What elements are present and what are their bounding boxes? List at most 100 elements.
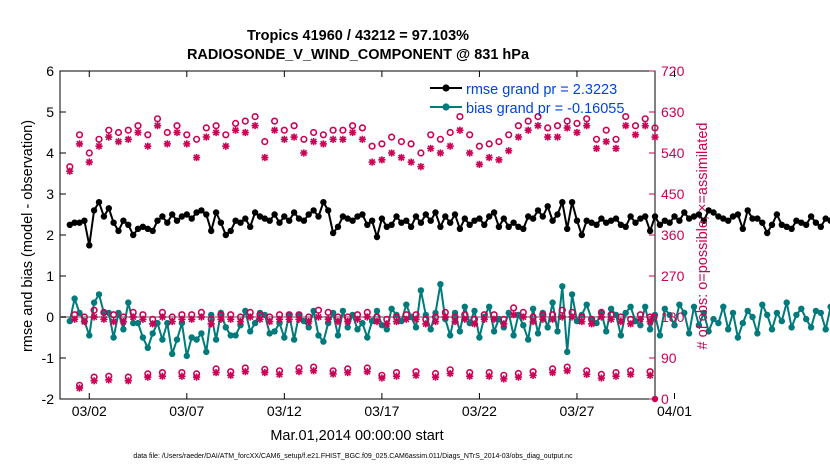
- rmse-point: [178, 213, 186, 220]
- rmse-point: [715, 213, 722, 220]
- obs-possible-marker: [495, 138, 503, 146]
- asterisk-stroke: [495, 156, 503, 164]
- bias-point: [827, 303, 830, 310]
- obs-assimilated-marker: [324, 315, 332, 323]
- obs-possible-marker: [183, 131, 191, 139]
- rmse-point: [144, 225, 151, 232]
- rmse-point: [788, 225, 795, 232]
- asterisk-stroke: [437, 149, 444, 157]
- obs-assimilated-marker: [124, 135, 132, 143]
- obs-assimilated-marker: [466, 372, 474, 380]
- asterisk-stroke: [207, 320, 215, 328]
- rmse-point: [261, 215, 268, 222]
- asterisk-stroke: [485, 372, 493, 380]
- rmse-point: [817, 223, 824, 230]
- bias-point: [315, 332, 322, 339]
- obs-assimilated-marker: [456, 126, 464, 134]
- asterisk-stroke: [442, 313, 449, 321]
- obs-possible-marker: [90, 306, 98, 314]
- bias-point: [247, 328, 254, 335]
- x-axis: 03/02 03/07 03/12 03/17 03/22 03/27 04/0…: [72, 71, 692, 419]
- rmse-point: [729, 213, 737, 220]
- rmse-point: [217, 219, 225, 226]
- asterisk-stroke: [466, 149, 473, 157]
- asterisk-stroke: [500, 320, 508, 328]
- rmse-point: [120, 217, 127, 224]
- asterisk-stroke: [242, 129, 249, 136]
- bias-point: [183, 352, 190, 360]
- y-axis-left: -2 -1 0 1 2 3 4 5 6: [42, 63, 66, 407]
- obs-assimilated-marker: [388, 149, 396, 157]
- bias-point: [793, 311, 800, 319]
- obs-possible-marker: [329, 126, 337, 134]
- y-tick-label: -1: [42, 350, 55, 366]
- rmse-point: [100, 213, 108, 220]
- rmse-point: [593, 221, 600, 228]
- asterisk-stroke: [529, 372, 537, 379]
- rmse-point: [290, 209, 298, 216]
- obs-possible-marker: [641, 115, 649, 123]
- obs-assimilated-marker: [412, 315, 420, 323]
- y-right-tick-label: 450: [661, 186, 685, 202]
- rmse-point: [451, 211, 459, 218]
- obs-possible-marker: [144, 131, 152, 139]
- obs-assimilated-marker: [217, 315, 225, 323]
- obs-possible-marker: [114, 128, 123, 137]
- y-tick-label: 3: [46, 186, 54, 202]
- obs-assimilated-marker: [212, 128, 220, 137]
- rmse-point: [393, 213, 400, 220]
- obs-assimilated-marker: [75, 140, 84, 148]
- bias-point: [617, 332, 625, 339]
- obs-assimilated-marker: [353, 315, 362, 323]
- bias-point: [378, 322, 386, 329]
- asterisk-stroke: [173, 129, 181, 136]
- obs-assimilated-marker: [75, 384, 84, 392]
- bias-point: [388, 305, 395, 312]
- rmse-point: [807, 213, 815, 220]
- asterisk-stroke: [432, 318, 439, 325]
- asterisk-stroke: [203, 133, 210, 141]
- obs-possible-marker: [232, 119, 240, 127]
- obs-assimilated-marker: [627, 320, 635, 328]
- rmse-point: [325, 207, 332, 214]
- obs-assimilated-marker: [344, 368, 352, 377]
- asterisk-stroke: [85, 158, 93, 166]
- obs-assimilated-marker: [597, 374, 605, 382]
- asterisk-stroke: [534, 122, 542, 129]
- obs-possible-marker: [358, 124, 367, 132]
- rmse-point: [661, 217, 668, 224]
- asterisk-stroke: [446, 370, 454, 377]
- obs-possible-marker: [631, 122, 640, 130]
- obs-assimilated-marker: [436, 149, 445, 157]
- bias-point: [456, 328, 464, 335]
- asterisk-stroke: [129, 313, 137, 321]
- asterisk-stroke: [612, 145, 620, 152]
- rmse-point: [271, 211, 278, 218]
- obs-assimilated-marker: [251, 122, 259, 130]
- rmse-point: [339, 213, 347, 220]
- obs-assimilated-marker: [144, 373, 152, 381]
- asterisk-stroke: [76, 384, 83, 392]
- rmse-point: [622, 223, 629, 230]
- obs-possible-marker: [602, 126, 610, 134]
- bias-point: [86, 332, 93, 339]
- obs-possible-marker: [134, 122, 142, 130]
- bias-point: [486, 303, 493, 310]
- legend-bias-label: bias grand pr = -0.16055: [466, 101, 624, 117]
- asterisk-stroke: [290, 133, 298, 141]
- obs-assimilated-marker: [158, 372, 167, 380]
- rmse-point: [754, 215, 761, 222]
- obs-assimilated-marker: [183, 140, 191, 148]
- obs-possible-marker: [109, 311, 118, 319]
- bias-point: [822, 326, 829, 333]
- bias-point: [188, 334, 195, 341]
- asterisk-stroke: [295, 368, 303, 375]
- obs-possible-marker: [544, 124, 552, 132]
- obs-assimilated-marker: [563, 124, 571, 132]
- obs-assimilated-marker: [344, 317, 352, 326]
- obs-assimilated-marker: [378, 156, 386, 164]
- bias-point: [671, 322, 678, 329]
- rmse-point: [564, 225, 571, 232]
- bias-point: [803, 315, 810, 323]
- y-right-tick-label: 540: [661, 145, 685, 161]
